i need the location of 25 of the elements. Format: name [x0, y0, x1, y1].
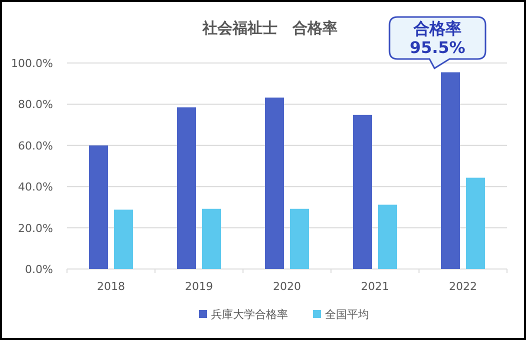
bar: [290, 208, 309, 269]
annotation: 合格率 95.5%: [410, 19, 466, 57]
legend-label: 兵庫大学合格率: [211, 308, 288, 321]
bar: [114, 210, 133, 269]
bar: [378, 204, 397, 269]
x-tick-label: 2019: [185, 280, 213, 293]
bar: [353, 114, 372, 269]
y-tick-label: 100.0%: [11, 57, 53, 70]
bar: [202, 208, 221, 269]
bar: [265, 98, 284, 269]
bar: [177, 107, 196, 269]
bar: [441, 72, 460, 269]
y-tick-label: 80.0%: [18, 98, 53, 112]
bar: [466, 178, 485, 269]
y-tick-label: 40.0%: [18, 180, 53, 194]
x-tick-label: 2022: [449, 280, 477, 293]
x-tick-label: 2020: [273, 280, 301, 293]
chart-title: 社会福祉士 合格率: [202, 19, 338, 37]
y-tick-label: 20.0%: [18, 222, 53, 235]
bar: [89, 145, 108, 269]
y-tick-label: 0.0%: [25, 263, 53, 276]
y-tick-label: 60.0%: [18, 139, 53, 152]
legend-label: 全国平均: [325, 308, 369, 321]
x-tick-label: 2021: [361, 280, 389, 293]
x-tick-label: 2018: [97, 280, 125, 293]
